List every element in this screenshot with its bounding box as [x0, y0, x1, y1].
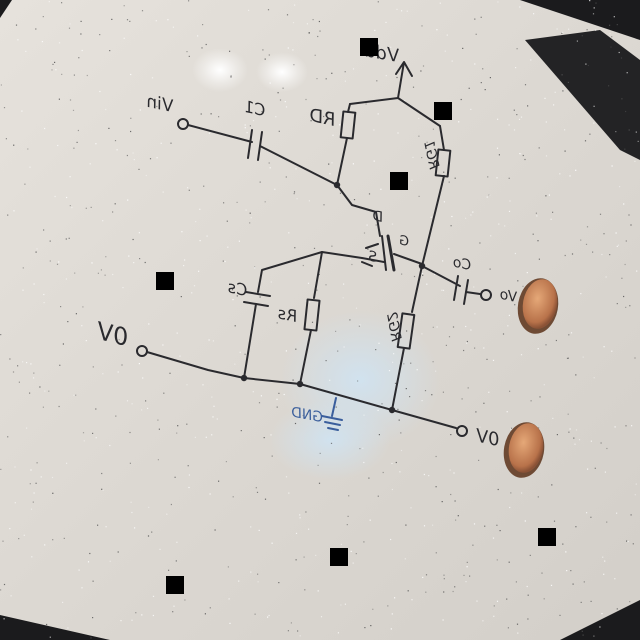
marker-tray-corner: [525, 30, 640, 160]
label-gnd: GND: [289, 405, 324, 426]
label-rg1: RG1: [420, 139, 442, 171]
magnet-bottom: [503, 422, 545, 478]
label-c1: C1: [242, 97, 267, 120]
label-co: Co: [451, 254, 472, 273]
label-d: D: [370, 208, 384, 226]
label-g: G: [397, 233, 410, 250]
circuit-drawing: [136, 61, 492, 437]
magnet-top: [517, 278, 559, 334]
label-s: S: [366, 248, 378, 266]
label-rs: Rs: [276, 303, 299, 326]
label-cs: Cs: [226, 277, 249, 300]
label-vo: Vo: [498, 287, 518, 306]
occlusion-squares: [156, 38, 556, 594]
label-rg2: RG2: [383, 311, 404, 343]
